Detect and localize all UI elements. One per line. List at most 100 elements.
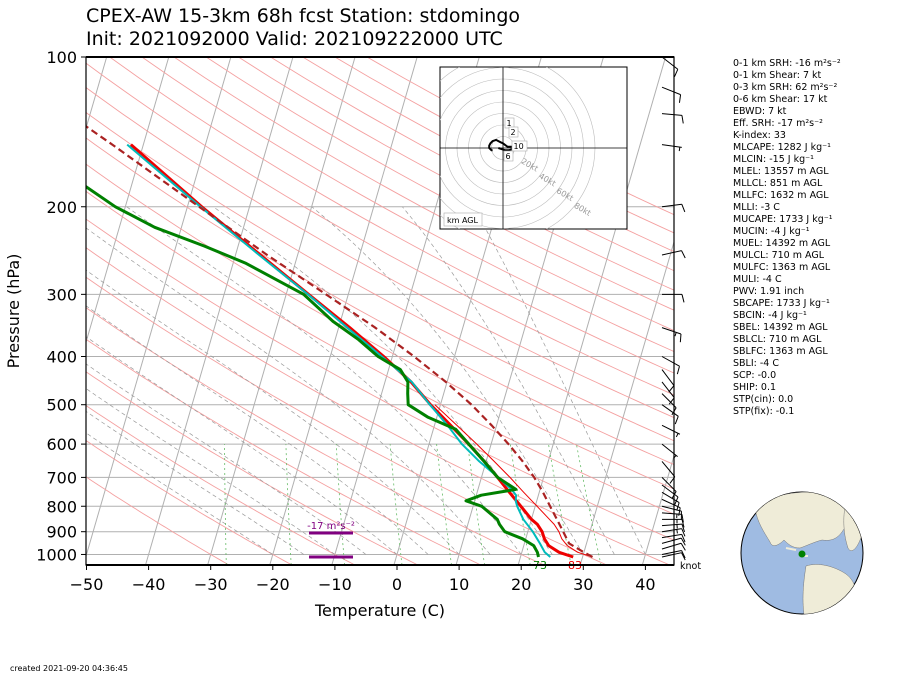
index-line: MLLI: -3 C [733, 202, 780, 213]
dry-adiabat [238, 57, 674, 291]
wind-barb [661, 461, 676, 484]
barb-flag [681, 523, 686, 533]
wind-barb [661, 369, 675, 393]
y-tick-label: 700 [46, 468, 77, 487]
dry-adiabat [86, 371, 419, 565]
chart-title: CPEX-AW 15-3km 68h fcst Station: stdomin… [86, 5, 521, 27]
barb-shaft [661, 404, 679, 417]
hodograph-height-box [503, 150, 514, 162]
index-line: MULCL: 710 m AGL [733, 250, 825, 261]
barb-half-flag [675, 433, 679, 438]
barb-flag [681, 552, 686, 561]
barb-shaft [661, 250, 682, 256]
wind-barb [661, 542, 686, 551]
wind-barb [661, 523, 686, 533]
x-tick-label: 20 [511, 575, 531, 594]
x-tick-label: −10 [318, 575, 352, 594]
wind-barb [661, 404, 679, 425]
index-line: MUEL: 14392 m AGL [733, 238, 831, 249]
barb-flag [681, 294, 685, 303]
wind-barb [661, 533, 686, 543]
index-line: SBCIN: -4 J kg⁻¹ [733, 310, 807, 321]
barb-flag [681, 534, 686, 543]
barb-shaft [661, 523, 682, 527]
isotherm [269, 57, 418, 565]
y-tick-label: 100 [46, 48, 77, 67]
barb-shaft [661, 113, 682, 116]
barb-flag [669, 476, 676, 484]
mixing-ratio-line [576, 444, 602, 565]
barb-flag [681, 528, 686, 537]
barb-shaft [661, 550, 682, 555]
wind-barb [661, 144, 682, 152]
dry-adiabat [86, 218, 674, 541]
barb-flag [671, 491, 677, 499]
moist-adiabat [86, 305, 429, 555]
dewpoint-line [86, 184, 540, 558]
barb-flag [681, 514, 684, 523]
index-line: SBLI: -4 C [733, 358, 779, 369]
x-tick-label: 40 [635, 575, 655, 594]
index-line: SBEL: 14392 m AGL [733, 322, 828, 333]
moist-adiabat [86, 388, 336, 555]
wind-barb [661, 381, 675, 405]
wind-barb [661, 203, 686, 213]
dry-adiabat [86, 137, 674, 466]
wind-barb [661, 537, 686, 546]
hodograph-height-label: 6 [506, 152, 511, 161]
dry-adiabat [86, 276, 607, 565]
barb-flag [671, 407, 677, 416]
barb-flag [681, 550, 686, 559]
barb-shaft [661, 484, 679, 498]
wind-barb [661, 113, 684, 124]
barb-flag [668, 385, 675, 393]
index-line: SCP: -0.0 [733, 370, 777, 381]
moist-adiabat [86, 432, 273, 555]
index-line: MLLCL: 851 m AGL [733, 178, 823, 189]
index-line: EBWD: 7 kt [733, 106, 787, 117]
moist-adiabat [86, 269, 460, 555]
barb-shaft [661, 203, 682, 208]
barb-flag [674, 496, 679, 505]
wind-barb [661, 443, 678, 459]
dry-adiabat [141, 57, 674, 353]
x-tick-label: 30 [573, 575, 593, 594]
barb-flag [679, 333, 682, 343]
barb-shaft [661, 381, 675, 399]
barb-shaft [661, 144, 682, 148]
wind-barb [661, 327, 682, 343]
y-tick-label: 300 [46, 285, 77, 304]
index-line: MULFC: 1363 m AGL [733, 262, 831, 273]
location-globe [740, 491, 864, 615]
isotherm [641, 454, 674, 565]
barb-flag [676, 366, 680, 375]
y-axis-label: Pressure (hPa) [4, 254, 23, 369]
isotherm [86, 57, 232, 558]
y-tick-label: 900 [46, 523, 77, 542]
stability-indices: 0-1 km SRH: -16 m²s⁻² 0-1 km Shear: 7 kt 0… [733, 58, 841, 418]
index-line: Eff. SRH: -17 m²s⁻² [733, 118, 823, 129]
moist-adiabat [311, 206, 584, 555]
hodograph-legend-box [443, 212, 483, 227]
chart-subtitle: Init: 2021092000 Valid: 202109222000 UTC [86, 28, 503, 50]
barb-shaft [661, 537, 682, 544]
isotherm [517, 57, 667, 565]
barb-shaft [661, 505, 682, 512]
hodograph-legend: km AGL [447, 216, 479, 225]
wind-barb [661, 484, 679, 505]
dry-adiabat [86, 111, 674, 442]
index-line: MLCIN: -15 J kg⁻¹ [733, 154, 814, 165]
wind-barb [661, 356, 680, 375]
x-tick-label: −20 [256, 575, 290, 594]
moist-adiabat [86, 363, 367, 555]
y-tick-label: 800 [46, 497, 77, 516]
x-tick-label: 0 [392, 575, 402, 594]
index-line: 0-1 km Shear: 7 kt [733, 70, 822, 81]
y-tick-label: 200 [46, 198, 77, 217]
dry-adiabat [109, 57, 674, 374]
dry-adiabat [86, 338, 481, 565]
x-tick-label: 10 [449, 575, 469, 594]
barb-flag [681, 250, 686, 259]
hodograph-trace [488, 138, 516, 152]
